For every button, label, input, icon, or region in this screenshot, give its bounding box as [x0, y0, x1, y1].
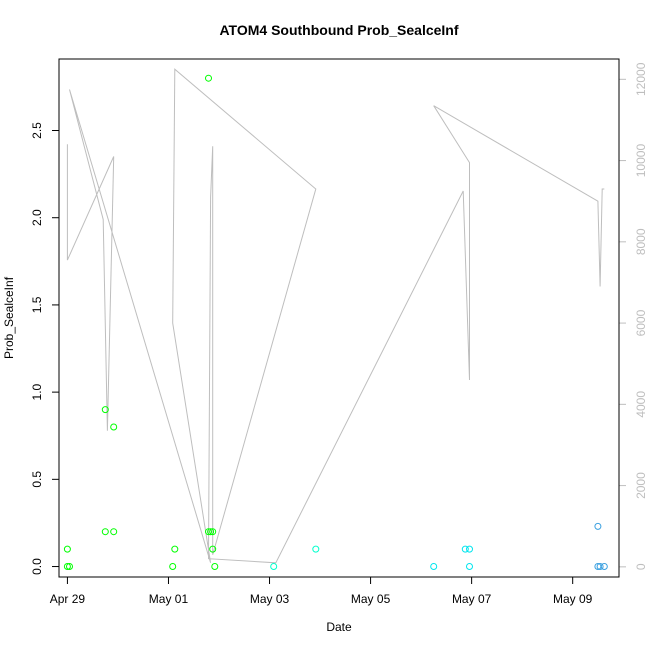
data-point — [430, 563, 438, 570]
data-point — [110, 423, 118, 431]
data-point — [63, 563, 71, 570]
data-point — [211, 563, 219, 570]
x-axis-label: Date — [326, 620, 352, 634]
data-point — [270, 563, 278, 570]
data-point — [209, 528, 217, 536]
axes-layer: Apr 29 May 01 May 03 May 05 May 07 May 09 0.0 0… — [30, 62, 648, 606]
data-point — [205, 74, 212, 82]
y2-tick-label: 4000 — [634, 391, 648, 418]
y2-tick-label: 12000 — [634, 62, 648, 96]
y-tick-label: 1.0 — [30, 383, 44, 400]
secondary-series-line-layer — [66, 68, 605, 564]
data-point — [596, 563, 604, 570]
data-point — [600, 563, 608, 570]
data-point — [101, 406, 109, 414]
y-tick-label: 0.0 — [30, 558, 44, 575]
data-point — [594, 522, 602, 530]
x-tick-label: May 05 — [351, 592, 391, 606]
x-tick-label: May 09 — [553, 592, 593, 606]
y-tick-label: 0.5 — [30, 471, 44, 488]
data-point — [169, 563, 177, 570]
y2-tick-label: 2000 — [634, 472, 648, 499]
y2-tick-label: 6000 — [634, 309, 648, 336]
chart-title: ATOM4 Southbound Prob_SealceInf — [219, 22, 458, 38]
plot-frame — [58, 58, 620, 578]
y2-tick-label: 10000 — [634, 144, 648, 178]
y-tick-label: 1.5 — [30, 296, 44, 313]
x-tick-label: Apr 29 — [50, 592, 86, 606]
data-point — [171, 545, 179, 553]
data-point — [466, 563, 473, 570]
y-axis-label: Prob_SealceInf — [2, 276, 16, 359]
y2-tick-label: 8000 — [634, 228, 648, 255]
data-point — [63, 545, 71, 553]
data-point — [101, 528, 109, 536]
y2-tick-label: 0 — [634, 563, 648, 570]
x-tick-label: May 03 — [250, 592, 290, 606]
data-point — [209, 545, 217, 553]
data-point — [66, 563, 73, 570]
data-point — [466, 545, 473, 553]
data-point — [461, 545, 469, 553]
data-point — [312, 545, 320, 553]
data-point — [207, 528, 215, 536]
secondary-series-line — [66, 68, 605, 564]
data-points-layer — [63, 74, 608, 570]
y-tick-label: 2.0 — [30, 209, 44, 226]
x-tick-label: May 01 — [149, 592, 189, 606]
data-point — [205, 528, 212, 536]
x-tick-label: May 07 — [452, 592, 492, 606]
data-point — [110, 528, 118, 536]
y-tick-label: 2.5 — [30, 122, 44, 139]
